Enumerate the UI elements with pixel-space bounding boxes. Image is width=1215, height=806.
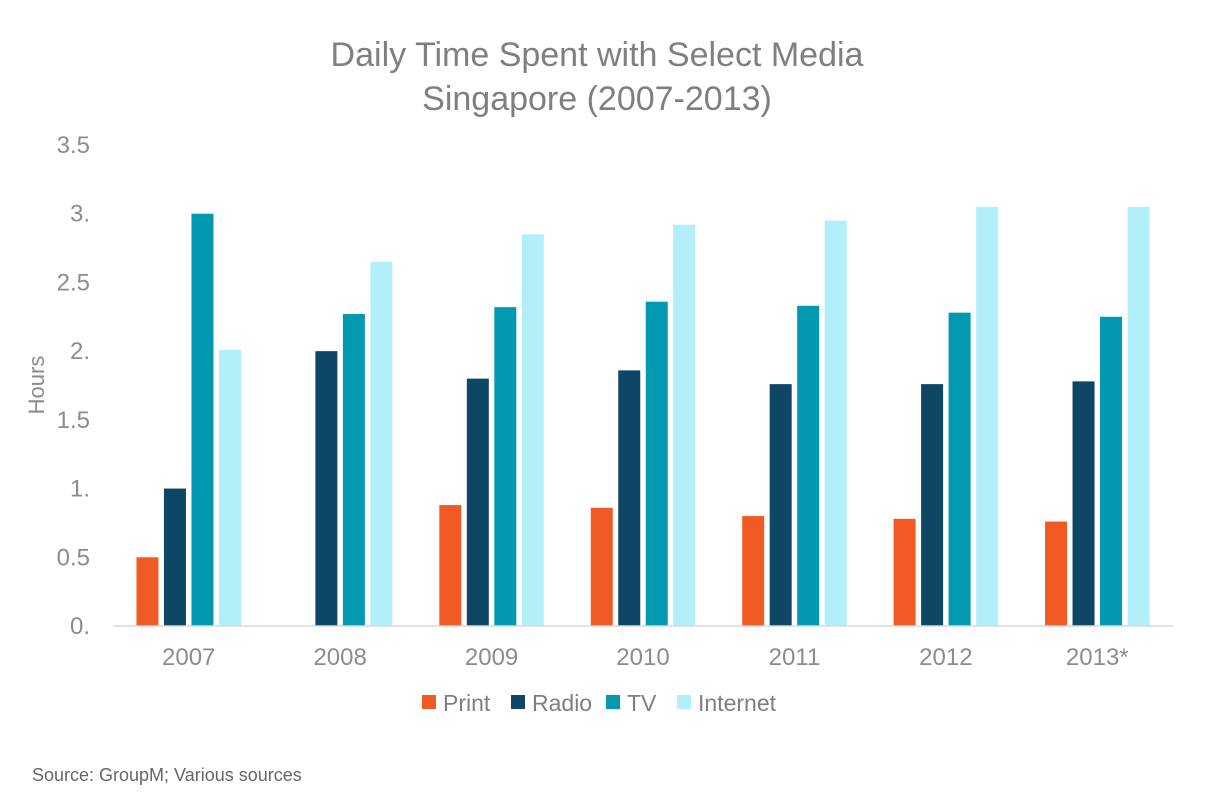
legend-swatch-print xyxy=(422,695,436,709)
y-tick-label: 3.5 xyxy=(57,132,90,159)
bar-internet xyxy=(370,261,393,626)
bar-tv xyxy=(342,314,365,626)
bar-print xyxy=(1045,521,1068,626)
bar-tv xyxy=(191,213,214,626)
y-tick-label: 3. xyxy=(70,201,90,228)
bar-print xyxy=(136,557,159,626)
source-note: Source: GroupM; Various sources xyxy=(32,765,302,785)
x-ticks: 2007 2008 2009 2010 2011 2012 2013* xyxy=(162,644,1129,671)
bar-radio xyxy=(618,370,641,626)
legend-label-radio: Radio xyxy=(532,690,592,716)
bar-internet xyxy=(1127,206,1150,627)
bar-print xyxy=(590,507,613,626)
legend-swatch-internet xyxy=(677,695,691,709)
bar-radio xyxy=(163,488,186,626)
legend: Print Radio TV Internet xyxy=(422,690,777,716)
chart-subtitle: Singapore (2007-2013) xyxy=(422,80,772,118)
bar-internet xyxy=(976,206,999,627)
bar-tv xyxy=(948,312,971,626)
y-tick-label: 2. xyxy=(70,338,90,365)
bars xyxy=(136,206,1150,627)
bar-internet xyxy=(824,220,847,627)
x-tick-label: 2009 xyxy=(465,644,518,671)
y-ticks: 0. 0.5 1. 1.5 2. 2.5 3. 3.5 xyxy=(57,132,90,640)
legend-swatch-radio xyxy=(511,695,525,709)
x-tick-label: 2012 xyxy=(919,644,972,671)
bar-internet xyxy=(673,224,696,627)
bar-radio xyxy=(466,378,489,626)
bar-internet xyxy=(218,349,241,626)
bar-tv xyxy=(797,305,820,626)
y-tick-label: 1. xyxy=(70,476,90,503)
bar-radio xyxy=(921,384,944,626)
bar-radio xyxy=(315,351,338,626)
y-tick-label: 1.5 xyxy=(57,407,90,434)
legend-label-print: Print xyxy=(443,690,491,716)
legend-label-internet: Internet xyxy=(698,690,777,716)
legend-label-tv: TV xyxy=(627,690,657,716)
x-tick-label: 2013* xyxy=(1066,644,1129,671)
y-tick-label: 0. xyxy=(70,613,90,640)
chart-title: Daily Time Spent with Select Media xyxy=(331,36,864,74)
bar-tv xyxy=(645,301,668,626)
bar-radio xyxy=(1072,381,1095,626)
bar-print xyxy=(742,516,765,626)
bar-print xyxy=(893,518,916,626)
y-tick-label: 2.5 xyxy=(57,269,90,296)
bar-tv xyxy=(494,307,517,626)
y-axis-label: Hours xyxy=(24,356,49,415)
x-tick-label: 2011 xyxy=(769,644,821,671)
bar-tv xyxy=(1100,316,1123,626)
x-tick-label: 2010 xyxy=(616,644,669,671)
bar-internet xyxy=(521,234,544,627)
x-tick-label: 2008 xyxy=(313,644,366,671)
bar-radio xyxy=(769,384,792,626)
bar-print xyxy=(439,505,462,626)
legend-swatch-tv xyxy=(606,695,620,709)
x-tick-label: 2007 xyxy=(162,644,215,671)
y-tick-label: 0.5 xyxy=(57,544,90,571)
